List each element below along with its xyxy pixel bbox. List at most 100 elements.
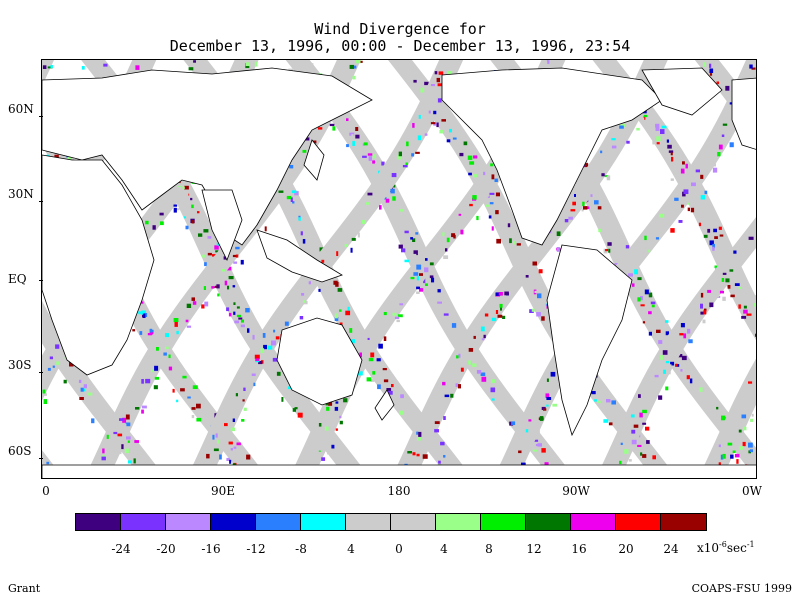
swath-speckle [712, 167, 718, 173]
swath-speckle [87, 392, 93, 396]
swath-speckle [514, 445, 519, 448]
swath-speckle [246, 338, 250, 342]
swath-speckle [537, 293, 542, 299]
swath-speckle [497, 314, 503, 318]
swath-speckle [606, 175, 611, 181]
swath-speckle [191, 220, 195, 224]
swath-speckle [45, 327, 48, 332]
swath-speckle [688, 339, 693, 344]
swath-speckle [748, 236, 754, 240]
swath-speckle [221, 278, 227, 281]
swath-speckle [645, 426, 650, 431]
antarctica-landmass [42, 464, 756, 478]
lat-tick-60s [39, 458, 43, 459]
swath-speckle [680, 323, 685, 328]
swath-speckle [202, 254, 206, 258]
swath-speckle [732, 128, 735, 132]
colorbar-label: -20 [156, 542, 176, 556]
swath-speckle [324, 426, 329, 431]
swath-speckle [141, 409, 144, 414]
colorbar-units: x10-6sec-1 [697, 540, 755, 555]
swath-speckle [300, 231, 303, 236]
swath-speckle [370, 379, 375, 382]
swath-speckle [413, 250, 418, 256]
swath-speckle [711, 63, 716, 68]
swath-speckle [303, 300, 306, 303]
swath-speckle [397, 154, 402, 160]
swath-speckle [234, 299, 239, 302]
swath-speckle [495, 292, 501, 296]
swath-speckle [703, 310, 707, 315]
swath-speckle [366, 202, 370, 205]
lat-tick-eq [39, 280, 43, 281]
swath-speckle [529, 309, 534, 313]
swath-speckle [335, 401, 339, 404]
swath-speckle [233, 446, 237, 449]
swath-speckle [637, 444, 642, 447]
swath-speckle [481, 338, 485, 341]
swath-speckle [206, 453, 210, 459]
swath-speckle [476, 370, 482, 374]
swath-speckle [419, 273, 423, 276]
swath-speckle [495, 210, 499, 215]
swath-speckle [390, 188, 395, 194]
swath-speckle [729, 269, 734, 272]
swath-speckle [216, 284, 220, 289]
swath-speckle [345, 310, 351, 316]
swath-speckle [397, 314, 403, 318]
swath-speckle [665, 361, 669, 364]
swath-speckle [140, 301, 144, 304]
north-america-landmass [441, 67, 663, 246]
swath-speckle [102, 448, 105, 454]
swath-speckle [343, 402, 347, 405]
swath-speckle [391, 173, 397, 178]
swath-speckle [725, 134, 730, 138]
swath-speckle [607, 403, 611, 408]
swath-speckle [349, 328, 353, 333]
swath-speckle [525, 429, 529, 433]
swath-speckle [331, 444, 335, 449]
swath-speckle [335, 281, 339, 287]
lon-label-90w: 90W [562, 484, 590, 498]
world-map [41, 59, 757, 479]
swath-speckle [490, 387, 496, 393]
swath-speckle [660, 129, 665, 134]
swath-speckle [640, 296, 644, 301]
swath-speckle [163, 352, 167, 356]
swath-speckle [449, 128, 452, 133]
swath-speckle [419, 288, 424, 292]
swath-speckle [412, 144, 417, 147]
swath-speckle [275, 336, 280, 340]
swath-speckle [468, 348, 474, 352]
swath-speckle [413, 272, 419, 276]
swath-speckle [604, 60, 609, 65]
swath-speckle [655, 123, 660, 128]
indonesia-landmass [256, 229, 343, 283]
swath-speckle [683, 189, 689, 194]
swath-speckle [513, 241, 516, 245]
swath-speckle [223, 256, 227, 260]
swath-speckle [686, 375, 690, 380]
swath-speckle [755, 333, 756, 337]
swath-speckle [175, 208, 180, 211]
swath-speckle [352, 75, 356, 80]
swath-speckle [329, 123, 335, 127]
swath-speckle [667, 144, 672, 149]
swath-speckle [233, 261, 238, 264]
swath-speckle [173, 207, 177, 213]
swath-speckle [743, 426, 747, 431]
swath-speckle [128, 460, 132, 464]
swath-speckle [716, 81, 719, 85]
swath-speckle [434, 421, 440, 424]
swath-speckle [463, 141, 468, 146]
swath-speckle [42, 65, 47, 69]
swath-speckle [444, 394, 450, 398]
swath-speckle [351, 339, 356, 344]
swath-speckle [243, 387, 246, 391]
swath-speckle [473, 174, 478, 178]
swath-speckle [215, 250, 219, 253]
swath-speckle [254, 61, 258, 67]
swath-speckle [642, 321, 646, 324]
swath-speckle [385, 198, 390, 203]
swath-speckle [714, 236, 718, 239]
